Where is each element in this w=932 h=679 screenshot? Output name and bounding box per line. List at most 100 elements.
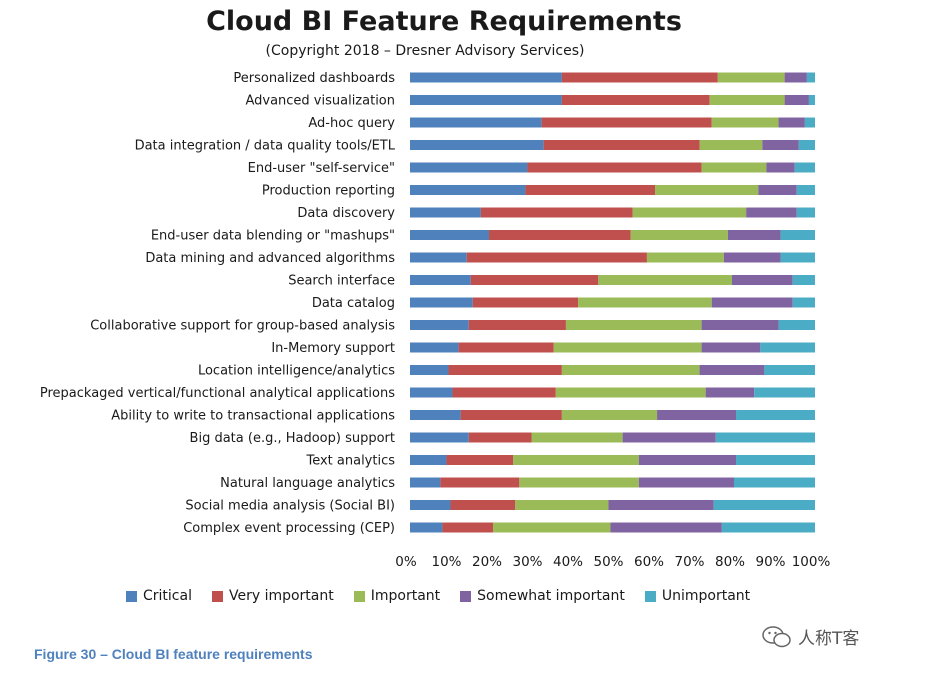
x-tick-label: 20% <box>472 554 502 570</box>
x-tick-label: 50% <box>593 554 623 570</box>
bar-segment <box>446 455 514 465</box>
bar-segment <box>699 365 765 375</box>
bar-segment <box>758 185 797 195</box>
legend-swatch <box>211 590 223 602</box>
bar-segment <box>798 140 815 150</box>
bar-segment <box>657 410 737 420</box>
x-tick-label: 70% <box>674 554 704 570</box>
bar-segment <box>410 455 447 465</box>
bar-segment <box>553 342 702 353</box>
bar-segment <box>784 72 807 83</box>
bar-segment <box>632 207 747 218</box>
legend-item: Critical <box>126 588 192 604</box>
bar-segment <box>699 140 763 150</box>
bar-segment <box>565 320 702 330</box>
bar-segment <box>410 95 562 105</box>
bar-segment <box>638 455 737 465</box>
bar-segment <box>806 72 815 83</box>
bar-segment <box>622 432 716 443</box>
legend-label: Unimportant <box>661 588 751 604</box>
category-label: Advanced visualization <box>245 94 395 109</box>
bar-segment <box>525 185 656 195</box>
category-label: Data catalog <box>312 296 395 311</box>
bar-segment <box>410 477 441 488</box>
legend-item: Somewhat important <box>460 588 625 604</box>
bar-segment <box>531 432 623 443</box>
bar-segment <box>527 162 702 173</box>
bar-segment <box>450 500 516 510</box>
bar-segment <box>638 477 734 488</box>
category-label: Ad-hoc query <box>308 116 395 131</box>
bar-segment <box>736 455 815 465</box>
bar-segment <box>778 320 815 330</box>
bar-segment <box>561 72 718 83</box>
category-label: End-user data blending or "mashups" <box>151 229 395 244</box>
bar-segment <box>410 207 481 218</box>
category-label: Ability to write to transactional applic… <box>111 409 395 424</box>
category-label: Search interface <box>288 274 395 289</box>
bar-segment <box>410 410 461 420</box>
bar-segment <box>410 72 562 83</box>
x-tick-label: 40% <box>553 554 583 570</box>
bar-segment <box>778 117 805 128</box>
bar-segment <box>764 365 815 375</box>
bar-segment <box>608 500 714 510</box>
legend-label: Very important <box>228 588 334 604</box>
category-label: Social media analysis (Social BI) <box>185 499 395 514</box>
bar-segment <box>701 162 767 173</box>
bar-segment <box>808 95 815 105</box>
bar-segment <box>410 230 489 240</box>
bar-segment <box>721 522 815 533</box>
bar-segment <box>561 365 700 375</box>
bar-segment <box>711 117 779 128</box>
bar-segment <box>519 477 639 488</box>
category-label: Data mining and advanced algorithms <box>145 251 395 266</box>
wechat-icon <box>762 625 791 647</box>
bar-segment <box>655 185 759 195</box>
bar-segment <box>701 320 779 330</box>
legend-swatch <box>353 590 365 602</box>
x-tick-label: 0% <box>395 554 417 570</box>
category-label: End-user "self-service" <box>248 161 395 176</box>
bar-segment <box>762 140 799 150</box>
legend-item: Important <box>353 588 441 604</box>
bar-segment <box>493 522 611 533</box>
legend-swatch <box>126 590 137 602</box>
bar-segment <box>780 230 815 240</box>
bar-segment <box>792 297 815 308</box>
bar-segment <box>701 342 761 353</box>
bar-segment <box>715 432 815 443</box>
bar-segment <box>410 432 469 443</box>
category-label: Production reporting <box>262 184 395 199</box>
x-tick-label: 80% <box>715 554 745 570</box>
bar-segment <box>723 252 781 263</box>
bar-segment <box>472 297 579 308</box>
bar-segment <box>468 432 532 443</box>
bar-segment <box>466 252 647 263</box>
bar-segment <box>766 162 795 173</box>
category-label: Data integration / data quality tools/ET… <box>135 139 396 154</box>
bar-segment <box>705 387 755 398</box>
bar-segment <box>488 230 631 240</box>
x-tick-label: 60% <box>634 554 664 570</box>
bar-segment <box>440 477 520 488</box>
bar-segment <box>561 95 710 105</box>
watermark: 人称T客 <box>762 624 859 649</box>
bar-segment <box>513 455 639 465</box>
x-tick-label: 90% <box>755 554 785 570</box>
bar-segment <box>452 387 556 398</box>
legend-label: Important <box>370 588 441 604</box>
bar-segment <box>736 410 815 420</box>
bar-segment <box>543 140 700 150</box>
bar-segment <box>598 275 732 285</box>
bar-segment <box>480 207 633 218</box>
category-label: Big data (e.g., Hadoop) support <box>190 431 395 446</box>
bar-segment <box>646 252 724 263</box>
legend-swatch <box>644 590 656 602</box>
category-label: Prepackaged vertical/functional analytic… <box>40 386 395 401</box>
bar-segment <box>410 387 453 398</box>
bar-segment <box>734 477 815 488</box>
category-label: Text analytics <box>305 454 395 469</box>
bar-segment <box>468 320 566 330</box>
bar-segment <box>804 117 815 128</box>
